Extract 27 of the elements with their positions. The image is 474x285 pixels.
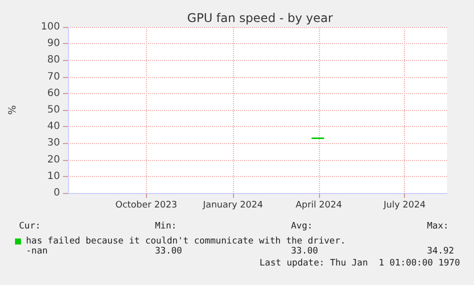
- y-tick-label: 50: [47, 104, 60, 116]
- text: 34.92: [427, 246, 454, 256]
- x-tick-label: July 2024: [382, 200, 426, 210]
- y-tick-label: 30: [47, 138, 60, 149]
- y-tick-label: 10: [47, 170, 60, 182]
- chart-title: GPU fan speed - by year: [187, 11, 333, 25]
- y-tick-label: 0: [54, 188, 60, 198]
- text: Avg:: [291, 222, 313, 232]
- text: 33.00: [155, 246, 182, 256]
- x-tick-label: January 2024: [202, 200, 264, 210]
- legend-label: has failed because it couldn't communicate with the driver.: [26, 236, 346, 246]
- y-tick-label: 90: [47, 38, 60, 50]
- y-tick-label: 40: [47, 121, 60, 132]
- x-tick-label: October 2023: [115, 200, 178, 210]
- y-tick-label: 100: [40, 22, 60, 32]
- text: 33.00: [291, 246, 318, 256]
- text: Last update: Thu Jan 1 01:00:00 1970: [260, 258, 460, 268]
- text: Max:: [427, 222, 449, 232]
- text: Min:: [155, 222, 177, 232]
- x-tick-label: April 2024: [296, 200, 342, 210]
- y-axis-title: %: [8, 105, 18, 115]
- y-tick-label: 20: [47, 154, 60, 166]
- y-tick-label: 80: [47, 54, 60, 66]
- y-tick-label: 70: [47, 71, 60, 82]
- y-tick-label: 60: [47, 88, 60, 99]
- text: -nan: [26, 246, 48, 256]
- text: Cur:: [19, 222, 41, 232]
